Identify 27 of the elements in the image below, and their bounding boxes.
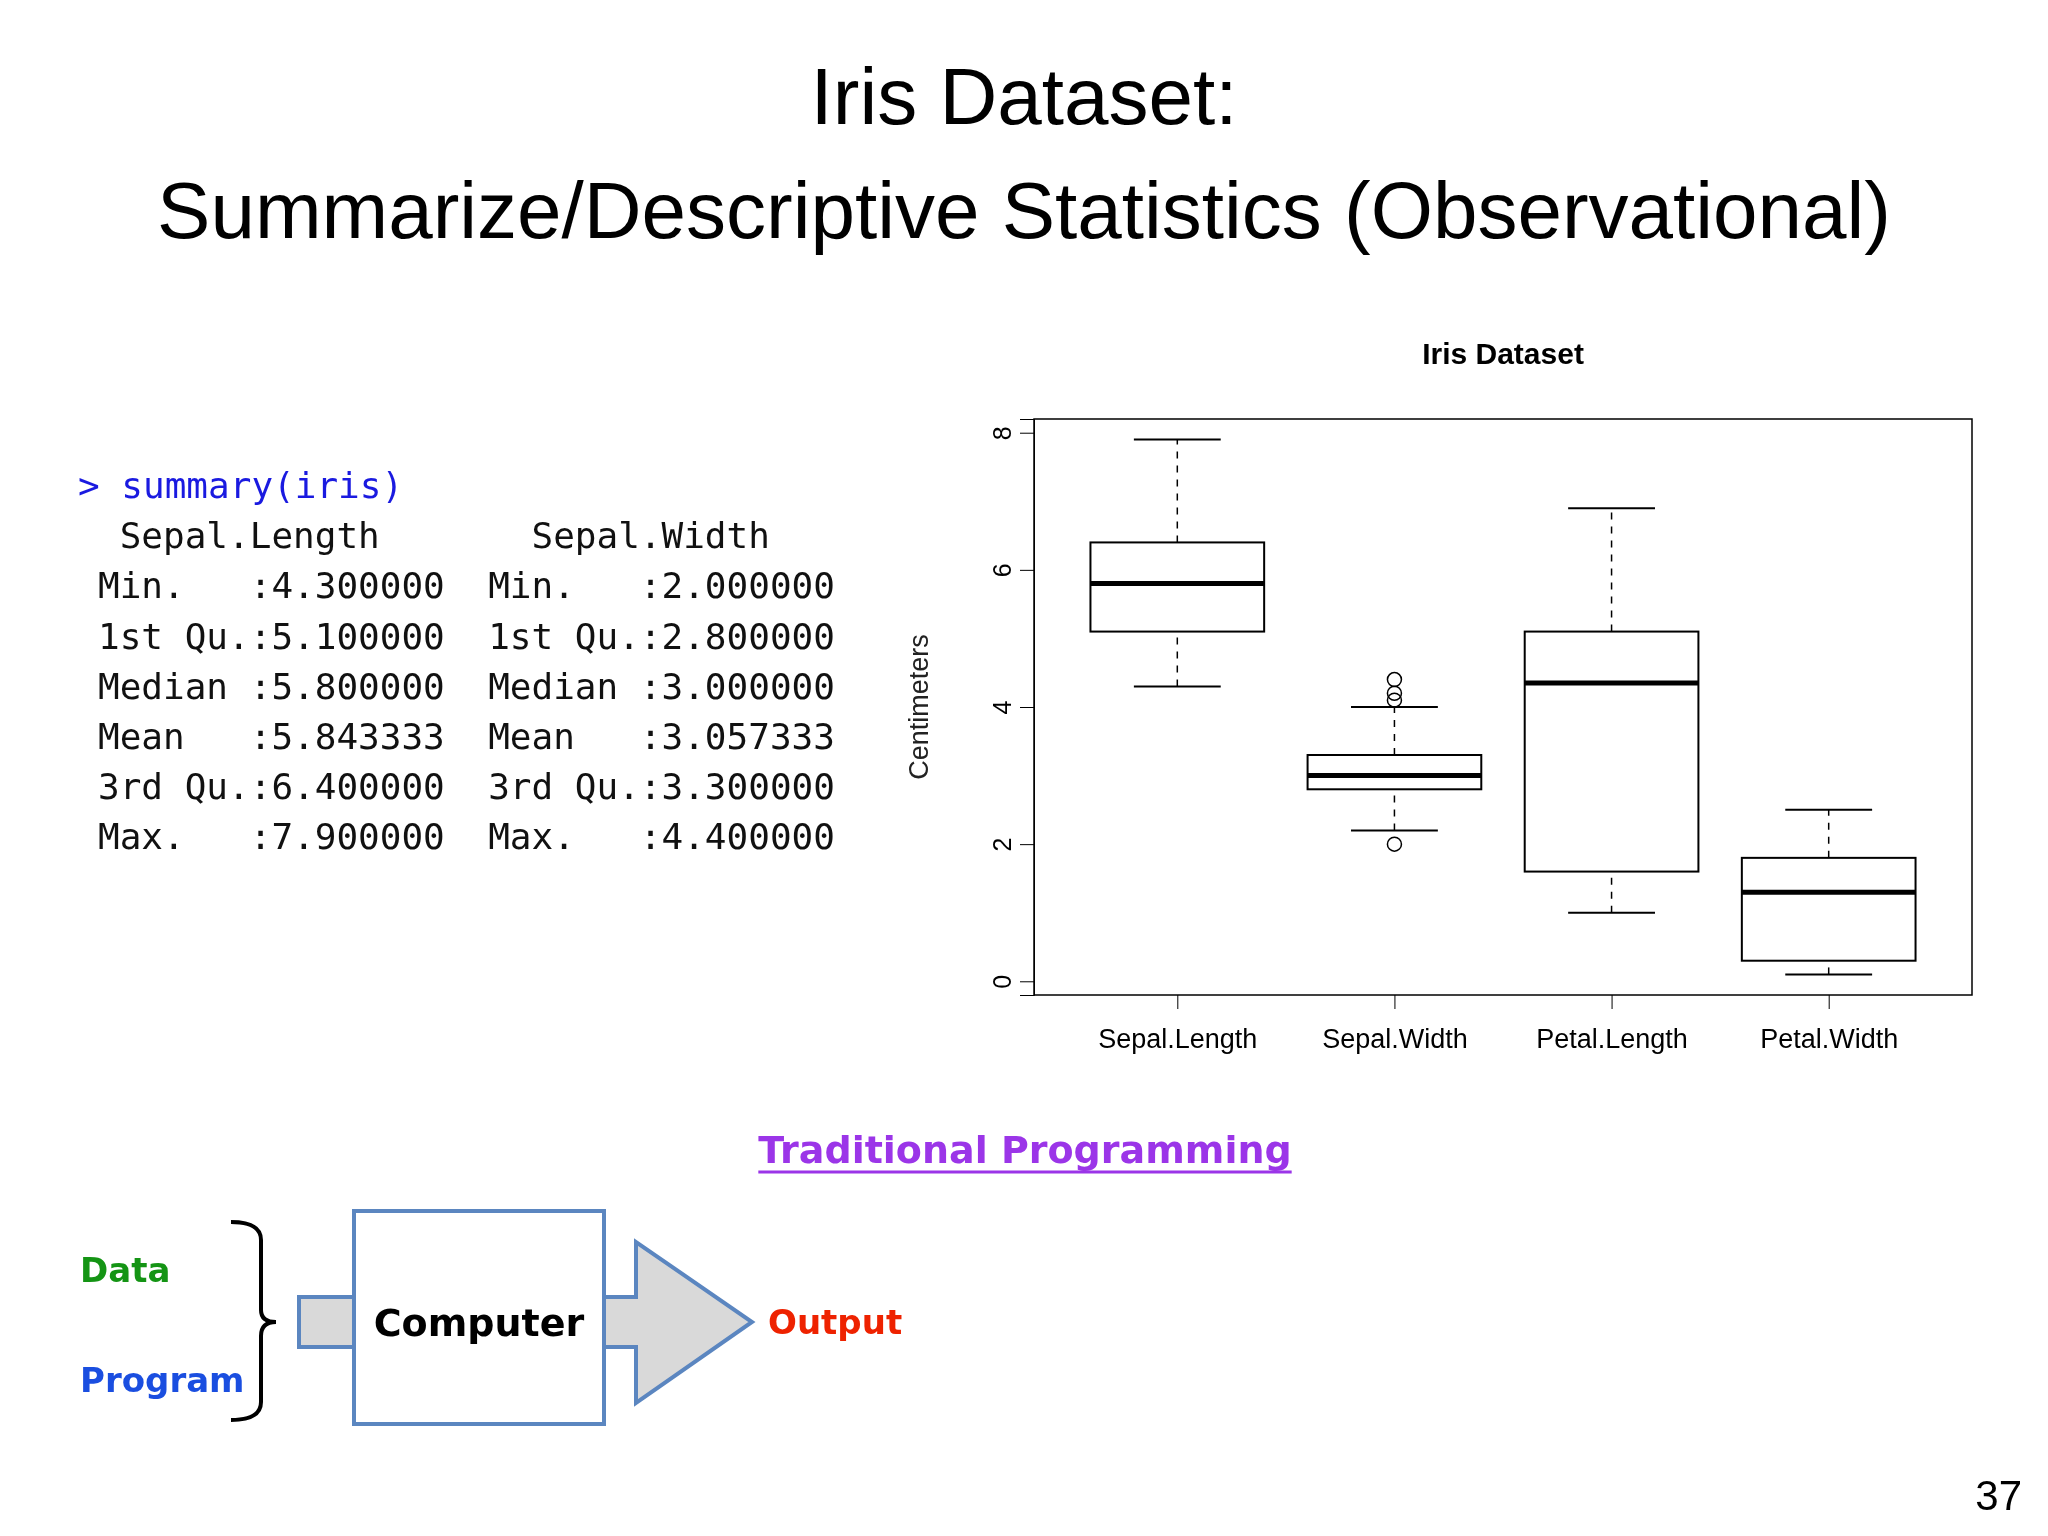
- x-tick-label: Sepal.Length: [1098, 1024, 1258, 1055]
- x-tick-label: Petal.Length: [1536, 1024, 1688, 1055]
- text: 37: [1975, 1472, 2022, 1519]
- text: 1st Qu.:5.100000 1st Qu.:2.800000: [98, 615, 835, 657]
- y-tick-label: 2: [987, 837, 1016, 852]
- chart-title: Iris Dataset: [1422, 337, 1584, 370]
- text: Iris Dataset:: [810, 52, 1238, 141]
- y-tick-label: 0: [987, 974, 1016, 989]
- y-tick-label: 6: [987, 563, 1016, 578]
- text: Max. :7.900000 Max. :4.400000: [98, 816, 835, 858]
- text: Mean :5.843333 Mean :3.057333: [98, 716, 835, 757]
- y-tick-label: 4: [987, 700, 1016, 715]
- text: 3rd Qu.:6.400000 3rd Qu.:3.300000: [98, 766, 835, 808]
- text: Sepal.Length Sepal.Width: [98, 515, 770, 557]
- y-tick-label: 8: [987, 426, 1016, 441]
- x-tick-label: Petal.Width: [1760, 1024, 1899, 1055]
- text: Traditional Programming: [758, 1128, 1292, 1172]
- text: > summary(iris): [78, 465, 404, 506]
- text: Min. :4.300000 Min. :2.000000: [98, 565, 835, 607]
- text: Computer: [373, 1301, 585, 1345]
- text: Summarize/Descriptive Statistics (Observational): [157, 166, 1891, 255]
- x-tick-label: Sepal.Width: [1322, 1024, 1468, 1055]
- y-axis-title: Centimeters: [904, 634, 934, 780]
- text: Data: [80, 1250, 171, 1290]
- text: Program: [80, 1360, 245, 1400]
- text: Output: [768, 1302, 903, 1342]
- text: Median :5.800000 Median :3.000000: [98, 665, 835, 707]
